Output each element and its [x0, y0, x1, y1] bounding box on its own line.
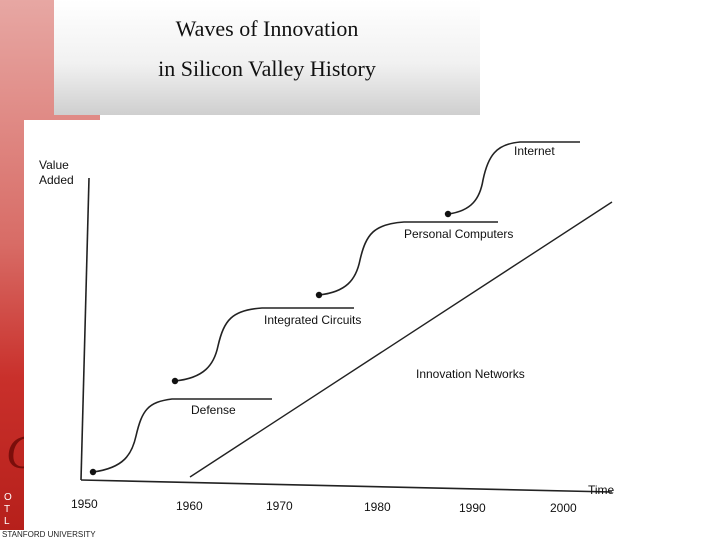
title-line-1: Waves of Innovation: [175, 16, 359, 41]
diagram-scan: Value Added Time 1950 1960 1970 1980 199…: [24, 120, 624, 530]
waves-diagram: Value Added Time 1950 1960 1970 1980 199…: [39, 141, 615, 515]
wave-integrated-circuits-start-dot: [171, 377, 179, 385]
tick-label-2000: 2000: [550, 501, 577, 515]
wave-defense: [92, 398, 272, 473]
title-line-2: in Silicon Valley History: [158, 56, 376, 81]
tick-label-1960: 1960: [176, 499, 203, 513]
y-axis: [80, 177, 90, 481]
wave-internet-label: Internet: [514, 144, 555, 158]
wave-defense-start-dot: [89, 468, 97, 476]
wave-personal-computers-start-dot: [315, 291, 323, 299]
wave-defense-label: Defense: [191, 403, 236, 417]
y-axis-label-added: Added: [39, 173, 74, 187]
y-axis-label-value: Value: [39, 158, 69, 172]
wave-integrated-circuits: [174, 307, 354, 382]
wave-personal-computers: [318, 221, 498, 296]
wave-personal-computers-label: Personal Computers: [404, 227, 513, 241]
innovation-networks-label: Innovation Networks: [416, 367, 525, 381]
wave-internet: [447, 141, 580, 215]
title-box: Waves of Innovation in Silicon Valley Hi…: [54, 0, 480, 115]
wave-integrated-circuits-label: Integrated Circuits: [264, 313, 361, 327]
tick-label-1950: 1950: [71, 497, 98, 511]
x-axis: [80, 479, 613, 493]
stanford-footer: STANFORD UNIVERSITY: [0, 530, 137, 540]
tick-label-1980: 1980: [364, 500, 391, 514]
tick-label-1970: 1970: [266, 499, 293, 513]
innovation-networks-line: [189, 201, 613, 478]
wave-internet-start-dot: [444, 210, 452, 218]
x-axis-label: Time: [588, 483, 615, 497]
tick-label-1990: 1990: [459, 501, 486, 515]
